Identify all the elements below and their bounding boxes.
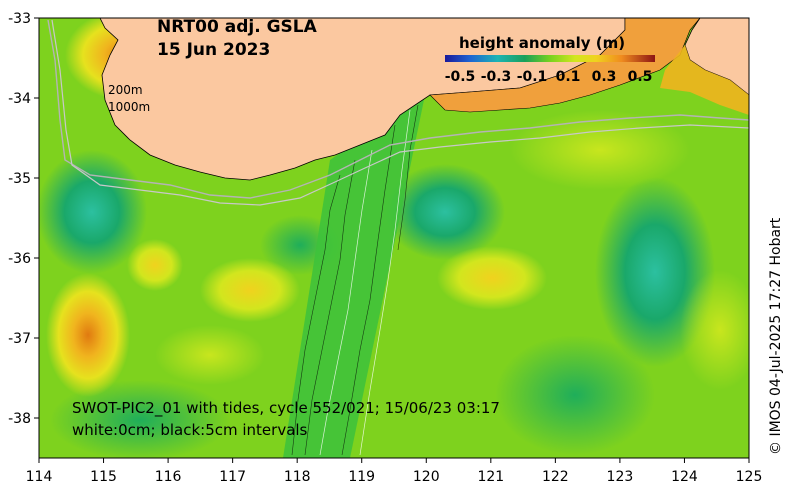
- swot-swath: [283, 95, 425, 458]
- colorbar-ticks: -0.5 -0.3 -0.1 0.1 0.3 0.5: [445, 69, 653, 85]
- x-tick-label: 115: [90, 469, 117, 485]
- eddy-high-central: [200, 258, 300, 322]
- colorbar-tick-label: -0.5: [445, 69, 476, 85]
- colorbar-title: height anomaly (m): [459, 34, 625, 52]
- y-tick-label: -33: [8, 11, 31, 27]
- y-tick-label: -38: [8, 411, 31, 427]
- eddy-high-edge: [680, 270, 749, 390]
- title-line2: 15 Jun 2023: [157, 40, 270, 60]
- swath-note-line2: white:0cm; black:5cm intervals: [72, 421, 308, 439]
- colorbar-tick-label: 0.5: [628, 69, 653, 85]
- anomaly-eddies: [39, 18, 749, 458]
- eddy-high-small: [127, 239, 183, 291]
- x-tick-label: 117: [219, 469, 246, 485]
- x-tick-label: 120: [413, 469, 440, 485]
- x-tick-label: 123: [607, 469, 634, 485]
- y-tick-label: -37: [8, 331, 31, 347]
- eddy-lime-south: [155, 325, 265, 385]
- title-line1: NRT00 adj. GSLA: [157, 17, 318, 37]
- plot-frame: [38, 17, 750, 459]
- colorbar-tick-label: 0.1: [556, 69, 581, 85]
- x-tick-label: 125: [736, 469, 763, 485]
- eddy-lime-north: [510, 110, 690, 190]
- eddy-high-west: [46, 273, 130, 397]
- plot-area: [39, 18, 749, 458]
- isobath-200m: [47, 19, 749, 199]
- y-axis: -33 -34 -35 -36 -37 -38: [8, 11, 39, 427]
- colorbar-tick-label: 0.3: [592, 69, 617, 85]
- isobath-label-200m: 200m: [108, 83, 143, 97]
- x-tick-label: 122: [542, 469, 569, 485]
- eddy-high-east: [437, 246, 547, 310]
- y-tick-label: -34: [8, 91, 31, 107]
- y-tick-label: -36: [8, 251, 31, 267]
- x-tick-label: 118: [284, 469, 311, 485]
- eddy-low-west: [39, 150, 147, 274]
- swath-note-line1: SWOT-PIC2_01 with tides, cycle 552/021; …: [72, 399, 500, 418]
- coast-band-east: [660, 45, 749, 115]
- colorbar-gradient: [445, 55, 655, 62]
- x-tick-label: 114: [26, 469, 53, 485]
- imos-credit: © IMOS 04-Jul-2025 17:27 Hobart: [768, 217, 784, 455]
- colorbar-tick-label: -0.3: [481, 69, 512, 85]
- x-axis: 114 115 116 117 118 119 120 121 122 123 124 125: [26, 458, 763, 485]
- eddy-low-central: [385, 164, 505, 260]
- x-tick-label: 121: [477, 469, 504, 485]
- colorbar-tick-label: -0.1: [517, 69, 548, 85]
- isobath-label-1000m: 1000m: [108, 100, 150, 114]
- x-tick-label: 124: [671, 469, 698, 485]
- eddy-low-south: [495, 335, 655, 455]
- y-tick-label: -35: [8, 171, 31, 187]
- eddy-low-southwest: [50, 380, 230, 458]
- colorbar: height anomaly (m) -0.5 -0.3 -0.1 0.1 0.3 0.5: [445, 34, 655, 85]
- isobath-1000m: [51, 19, 749, 206]
- x-tick-label: 116: [155, 469, 182, 485]
- x-tick-label: 119: [348, 469, 375, 485]
